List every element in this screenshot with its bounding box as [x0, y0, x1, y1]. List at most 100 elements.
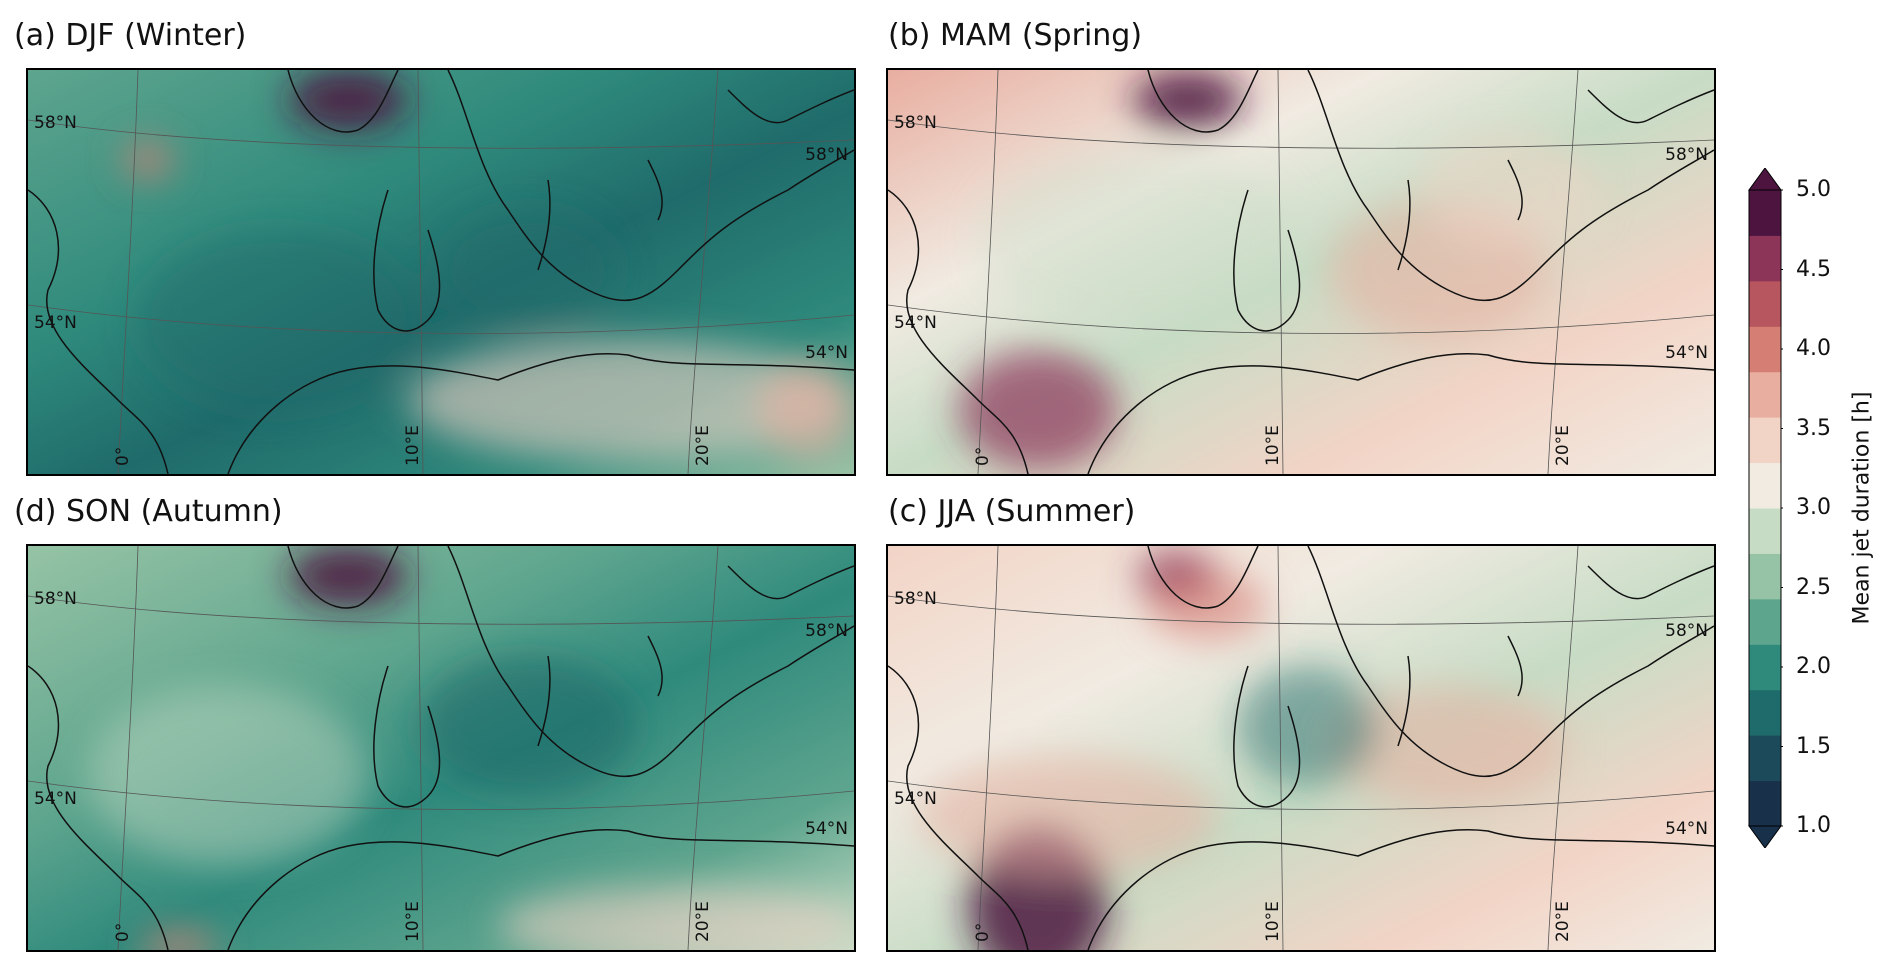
colorbar-segment: [1749, 553, 1781, 600]
grid-label-lon-10: 10°E: [403, 425, 423, 466]
coastline: [727, 565, 854, 600]
gridline-lon0: [977, 546, 999, 950]
coastline: [447, 546, 854, 778]
field-blob: [758, 360, 854, 460]
coastline: [647, 635, 663, 697]
gridline-lat58: [888, 119, 1714, 149]
grid-label-lat-54-right: 54°N: [805, 819, 848, 839]
field-blob: [288, 546, 408, 606]
grid-label-lon-10: 10°E: [403, 901, 423, 942]
colorbar-tick-label: 3.5: [1796, 415, 1831, 441]
colorbar-tick-label: 2.5: [1796, 574, 1831, 600]
gridline-lon10: [417, 70, 424, 474]
grid-label-lon-0: 0°: [973, 923, 993, 942]
field-blob: [408, 340, 848, 460]
coastline: [1233, 189, 1301, 332]
grid-label-lat-58-left: 58°N: [894, 113, 937, 133]
grid-label-lon-20: 20°E: [693, 425, 713, 466]
colorbar: [1747, 167, 1787, 849]
gridline-lon10: [1277, 70, 1284, 474]
grid-label-lat-58-right: 58°N: [805, 621, 848, 641]
grid-label-lat-58-right: 58°N: [1665, 145, 1708, 165]
coastline: [888, 665, 1029, 950]
grid-label-lon-10: 10°E: [1263, 425, 1283, 466]
colorbar-segment: [1749, 190, 1781, 236]
colorbar-segment: [1749, 689, 1781, 736]
colorbar-segment: [1749, 598, 1781, 645]
grid-label-lat-58-left: 58°N: [34, 113, 77, 133]
coastline: [1307, 546, 1714, 778]
colorbar-extend-max: [1748, 167, 1782, 191]
colorbar-segment: [1749, 780, 1781, 827]
colorbar-segment: [1749, 235, 1781, 282]
grid-label-lon-20: 20°E: [1553, 425, 1573, 466]
field-blob: [418, 656, 638, 796]
gridline-lon0: [977, 70, 999, 474]
gridline-lat58: [28, 595, 854, 625]
field-blob: [978, 150, 1298, 330]
field-blob: [918, 756, 1218, 876]
gridline-lat58: [28, 119, 854, 149]
gridline-lat54: [28, 780, 854, 810]
coastline: [1507, 159, 1523, 221]
coastline: [1587, 565, 1714, 600]
colorbar-segment: [1749, 371, 1781, 418]
gridline-lon0: [117, 70, 139, 474]
colorbar-segment: [1749, 508, 1781, 554]
grid-label-lat-58-right: 58°N: [805, 145, 848, 165]
map-svg-djf: 58°N 58°N 54°N 54°N 0° 10°E 20°E: [28, 70, 854, 474]
gridline-lat54: [888, 780, 1714, 810]
coastline: [227, 828, 854, 950]
grid-label-lat-54-right: 54°N: [1665, 819, 1708, 839]
colorbar-segment: [1749, 644, 1781, 691]
field-blob: [1133, 72, 1243, 128]
coastline: [647, 159, 663, 221]
colorbar-tick-label: 5.0: [1796, 177, 1831, 202]
colorbar-segment: [1749, 417, 1781, 464]
coastline: [1397, 179, 1411, 271]
grid-label-lat-58-right: 58°N: [1665, 621, 1708, 641]
field-blob: [123, 142, 173, 178]
coastline: [1147, 546, 1259, 609]
gridline-lat54: [888, 304, 1714, 334]
colorbar-extend-min: [1748, 825, 1782, 849]
gridline-lon20: [1547, 70, 1579, 474]
grid-label-lat-54-left: 54°N: [894, 313, 937, 333]
gridline-lon10: [1277, 546, 1284, 950]
coastline: [1507, 635, 1523, 697]
coastline: [1087, 352, 1714, 474]
coastline: [373, 189, 441, 332]
grid-label-lat-54-left: 54°N: [894, 789, 937, 809]
grid-label-lat-54-right: 54°N: [1665, 343, 1708, 363]
grid-label-lat-54-left: 54°N: [34, 789, 77, 809]
map-panel-djf: 58°N 58°N 54°N 54°N 0° 10°E 20°E: [26, 68, 856, 476]
colorbar-segment: [1749, 462, 1781, 509]
colorbar-tick-label: 2.0: [1796, 654, 1831, 679]
gridline-lon20: [1547, 546, 1579, 950]
gridline-lon20: [687, 70, 719, 474]
coastline: [28, 189, 169, 474]
coastline: [1397, 655, 1411, 747]
coastline: [537, 655, 551, 747]
coastline: [287, 546, 399, 609]
coastline: [727, 89, 854, 124]
gridline-lon10: [417, 546, 424, 950]
panel-title-mam: (b) MAM (Spring): [888, 18, 1143, 53]
field-blob: [138, 931, 218, 950]
colorbar-segment: [1749, 326, 1781, 373]
grid-label-lat-58-left: 58°N: [34, 589, 77, 609]
map-panel-mam: 58°N 58°N 54°N 54°N 0° 10°E 20°E: [886, 68, 1716, 476]
panel-title-djf: (a) DJF (Winter): [14, 18, 247, 53]
map-svg-son: 58°N 58°N 54°N 54°N 0° 10°E 20°E: [28, 546, 854, 950]
colorbar-tick-label: 4.0: [1796, 336, 1831, 361]
coastline: [537, 179, 551, 271]
panel-title-jja: (c) JJA (Summer): [888, 494, 1136, 529]
gridline-lat58: [888, 595, 1714, 625]
field-blob: [438, 210, 618, 330]
grid-label-lat-54-right: 54°N: [805, 343, 848, 363]
coastline: [28, 665, 169, 950]
coastline: [1587, 89, 1714, 124]
grid-label-lon-0: 0°: [973, 447, 993, 466]
field-blob: [288, 70, 408, 130]
panel-title-son: (d) SON (Autumn): [14, 494, 283, 529]
